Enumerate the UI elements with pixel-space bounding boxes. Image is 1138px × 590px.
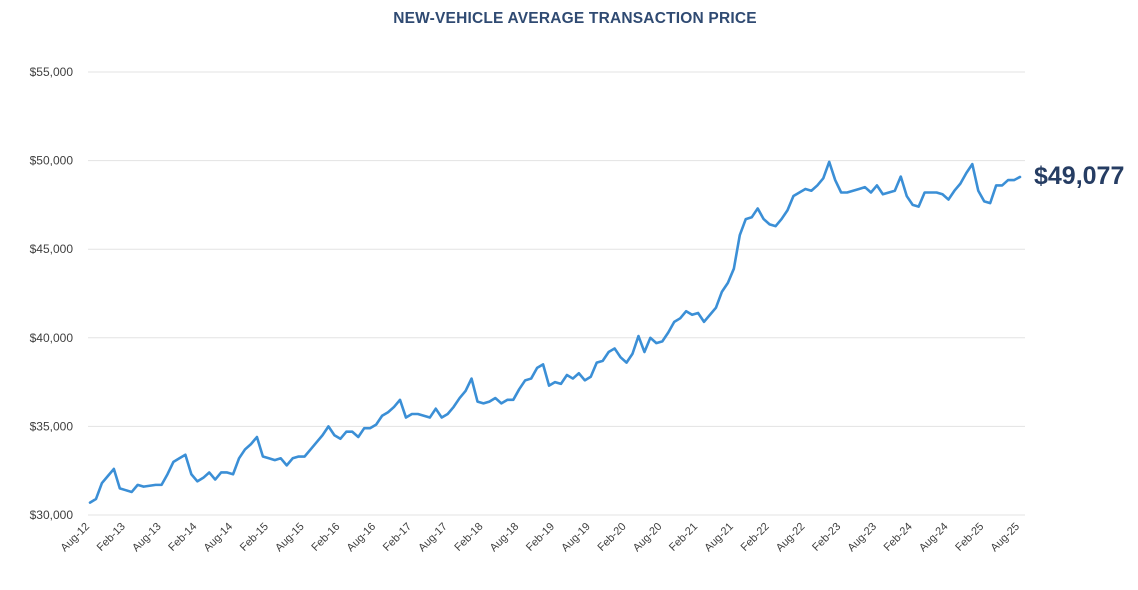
y-tick-label: $50,000 bbox=[30, 154, 74, 168]
x-tick-label: Feb-21 bbox=[667, 521, 700, 554]
x-tick-label: Feb-17 bbox=[381, 521, 414, 554]
x-tick-label: Feb-18 bbox=[452, 521, 485, 554]
x-tick-label: Aug-16 bbox=[345, 521, 379, 555]
x-tick-label: Feb-13 bbox=[95, 521, 128, 554]
x-tick-label: Feb-23 bbox=[810, 521, 843, 554]
x-tick-label: Feb-20 bbox=[596, 521, 629, 554]
x-tick-label: Aug-25 bbox=[989, 521, 1023, 555]
y-tick-label: $45,000 bbox=[30, 242, 74, 256]
x-tick-label: Aug-19 bbox=[559, 521, 593, 555]
x-tick-label: Aug-17 bbox=[416, 521, 450, 555]
x-tick-label: Aug-21 bbox=[702, 521, 736, 555]
x-tick-label: Feb-24 bbox=[882, 521, 915, 554]
y-tick-label: $30,000 bbox=[30, 508, 74, 522]
series-line-average-transaction-price bbox=[88, 160, 1022, 504]
x-axis-ticks: Aug-12 Feb-13 Aug-13 Feb-14 Aug-14 Feb-15 Aug-… bbox=[59, 521, 1023, 555]
x-tick-label: Feb-19 bbox=[524, 521, 557, 554]
end-value-label: $49,077 bbox=[1034, 162, 1124, 190]
x-tick-label: Feb-22 bbox=[739, 521, 772, 554]
x-tick-label: Aug-24 bbox=[917, 521, 951, 555]
x-tick-label: Feb-25 bbox=[953, 521, 986, 554]
x-tick-label: Feb-16 bbox=[309, 521, 342, 554]
x-tick-label: Feb-15 bbox=[238, 521, 271, 554]
chart-title: NEW-VEHICLE AVERAGE TRANSACTION PRICE bbox=[393, 10, 757, 27]
y-tick-label: $35,000 bbox=[30, 419, 74, 433]
x-tick-label: Aug-18 bbox=[488, 521, 522, 555]
x-tick-label: Aug-14 bbox=[202, 521, 236, 555]
x-tick-label: Aug-23 bbox=[845, 521, 879, 555]
x-tick-label: Aug-20 bbox=[631, 521, 665, 555]
y-axis-ticks: $30,000 $35,000 $40,000 $45,000 $50,000 $55,0… bbox=[30, 65, 74, 522]
x-tick-label: Feb-14 bbox=[166, 521, 199, 554]
x-tick-label: Aug-22 bbox=[774, 521, 808, 555]
gridlines bbox=[88, 71, 1025, 516]
x-tick-label: Aug-12 bbox=[59, 521, 93, 555]
x-tick-label: Aug-15 bbox=[273, 521, 307, 555]
y-tick-label: $40,000 bbox=[30, 331, 74, 345]
y-tick-label: $55,000 bbox=[30, 65, 74, 79]
x-tick-label: Aug-13 bbox=[130, 521, 164, 555]
